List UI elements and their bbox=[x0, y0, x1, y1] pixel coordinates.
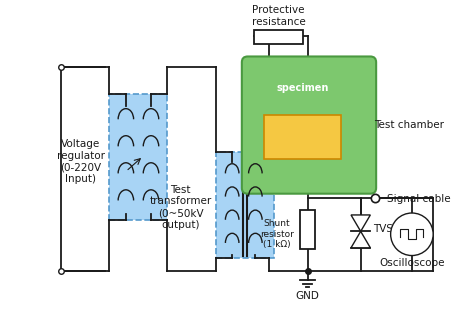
Bar bbox=[264, 115, 341, 159]
Text: Oscilloscope: Oscilloscope bbox=[379, 258, 445, 268]
Text: Voltage
regulator
(0-220V
Input): Voltage regulator (0-220V Input) bbox=[56, 139, 105, 184]
FancyBboxPatch shape bbox=[242, 56, 376, 194]
Bar bbox=[255, 30, 303, 44]
Text: Protective
resistance: Protective resistance bbox=[252, 5, 305, 27]
Text: Test
transformer
(0~50kV
output): Test transformer (0~50kV output) bbox=[150, 185, 212, 230]
Text: Signal cable: Signal cable bbox=[387, 194, 450, 204]
Polygon shape bbox=[351, 215, 370, 232]
Circle shape bbox=[391, 213, 433, 256]
Bar bbox=[109, 94, 167, 220]
Bar bbox=[216, 152, 273, 258]
Text: GND: GND bbox=[296, 291, 319, 301]
Text: Shunt
resistor
(1 kΩ): Shunt resistor (1 kΩ) bbox=[260, 219, 294, 249]
Text: TVS: TVS bbox=[373, 224, 393, 234]
Bar bbox=[300, 210, 315, 249]
Polygon shape bbox=[351, 232, 370, 248]
Text: Test chamber: Test chamber bbox=[374, 120, 444, 130]
Text: specimen: specimen bbox=[276, 83, 329, 93]
